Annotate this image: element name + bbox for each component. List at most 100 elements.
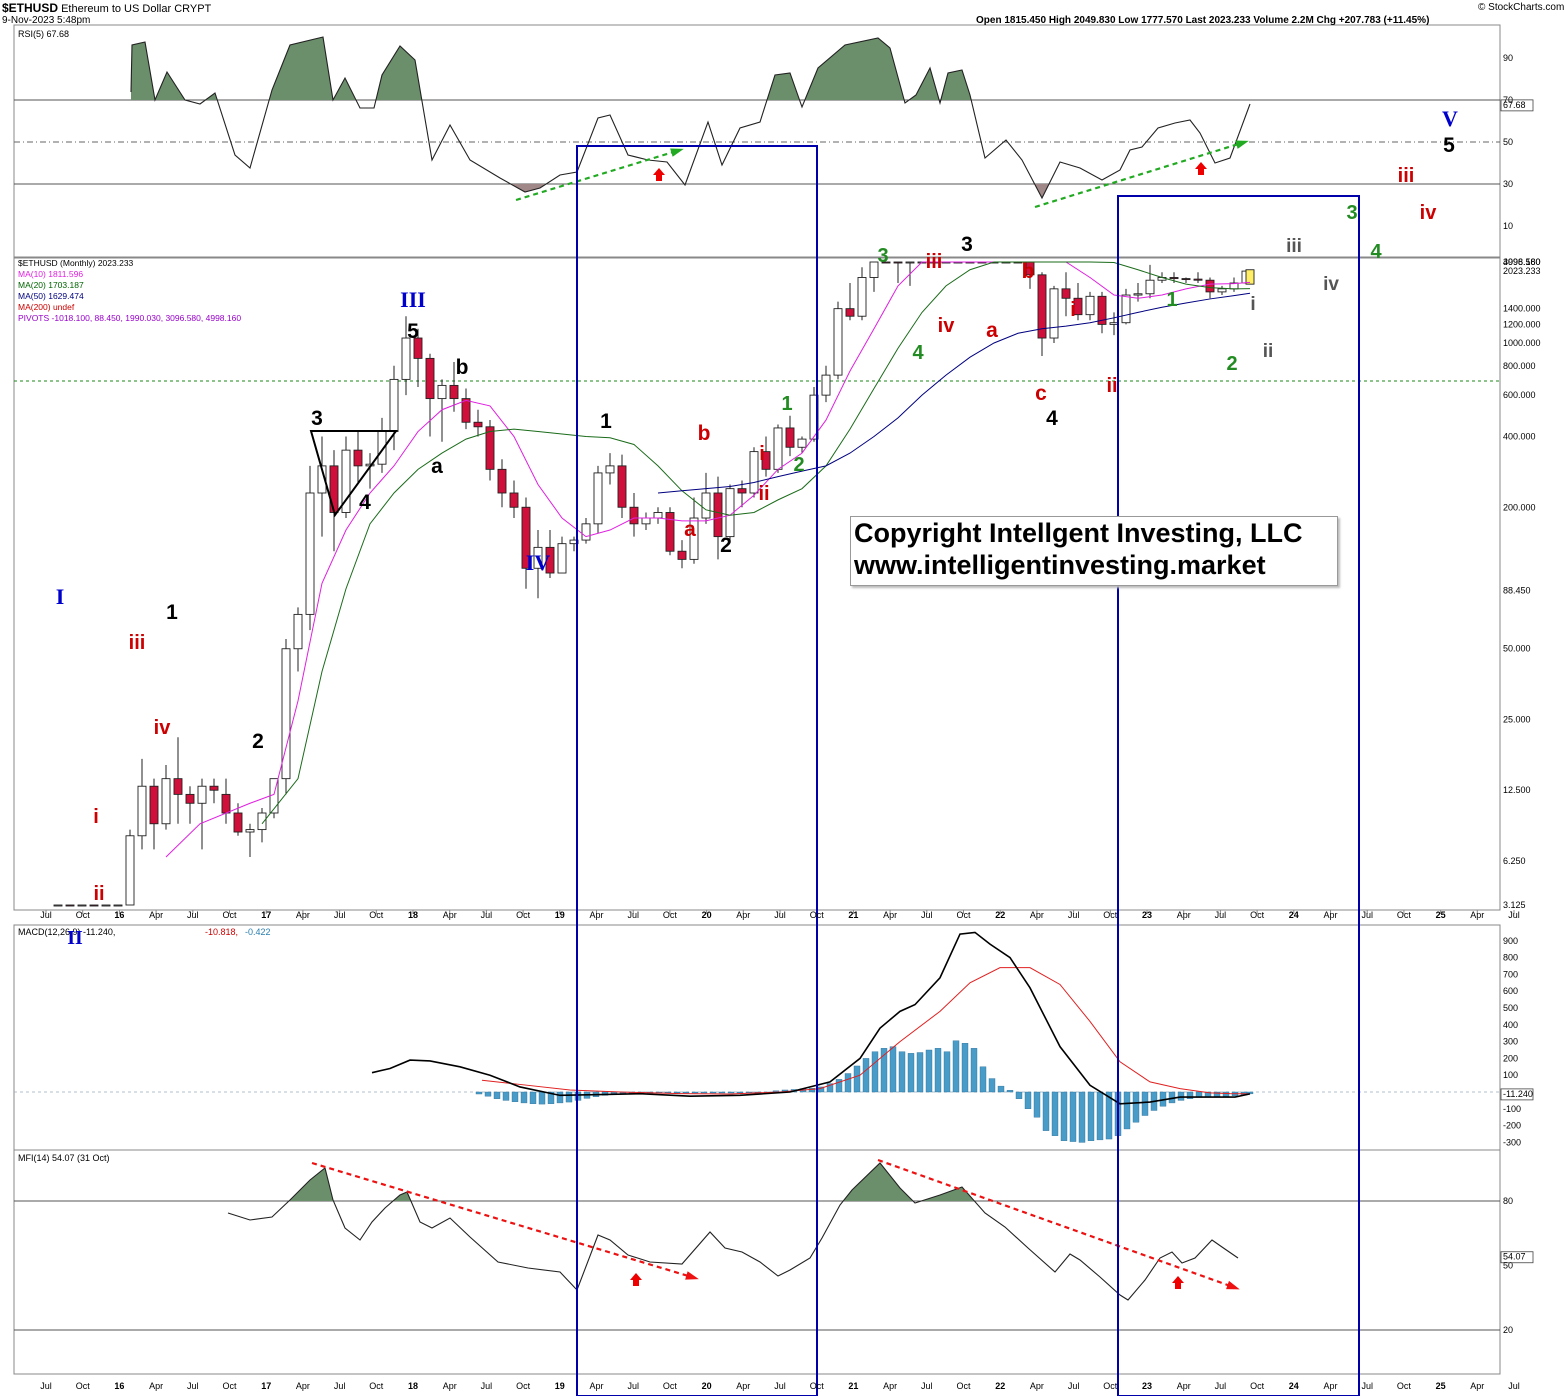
- x-tick-label: Jul: [921, 910, 933, 920]
- macd-bar: [808, 1088, 816, 1093]
- x-tick-label: 18: [408, 910, 418, 920]
- macd-bar: [997, 1085, 1005, 1093]
- candle-body: [221, 793, 231, 814]
- macd-tick-label: 100: [1503, 1070, 1518, 1080]
- price-tick-label: 600.000: [1503, 390, 1536, 400]
- candle-body: [701, 492, 711, 519]
- candle-body: [629, 506, 639, 525]
- macd-tick-label: -300: [1503, 1137, 1521, 1147]
- panel-border-3: [13, 1149, 1501, 1375]
- panel-border-1: [13, 257, 1501, 911]
- candle-body: [881, 261, 891, 264]
- macd-bar: [1015, 1091, 1023, 1099]
- macd-last-value: -11.240: [1503, 1089, 1533, 1099]
- x-tick-label: Apr: [589, 1381, 603, 1391]
- macd-bar: [1105, 1091, 1113, 1140]
- macd-bar: [736, 1091, 744, 1094]
- macd-last-value-box: [1500, 1088, 1534, 1101]
- macd-bar: [1033, 1091, 1041, 1118]
- candle-body: [1193, 278, 1203, 281]
- candle-body: [725, 488, 735, 538]
- wave-label: 2: [1226, 353, 1237, 375]
- macd-tick-label: 900: [1503, 936, 1518, 946]
- macd-bar: [1132, 1091, 1140, 1123]
- macd-bar: [727, 1091, 735, 1094]
- x-tick-label: 25: [1436, 910, 1446, 920]
- wave-label: 3: [961, 233, 973, 256]
- x-tick-label: 20: [702, 1381, 712, 1391]
- price-tick-label: 4998.160: [1503, 257, 1541, 267]
- candle-body: [1145, 279, 1155, 295]
- rsi-fill: [804, 38, 905, 100]
- rsi-tick-label: 50: [1503, 137, 1513, 147]
- x-tick-label: Oct: [1397, 910, 1412, 920]
- rsi-fill: [767, 73, 800, 100]
- candle-body: [689, 517, 699, 560]
- x-tick-label: Apr: [296, 910, 310, 920]
- rsi-fill: [131, 42, 155, 100]
- macd-bar: [484, 1091, 492, 1097]
- candle-body: [137, 785, 147, 837]
- candle-body: [305, 492, 315, 615]
- macd-bar: [520, 1091, 528, 1104]
- wave-label: 5: [1443, 134, 1455, 157]
- wave-label: 4: [359, 491, 371, 514]
- x-tick-label: Apr: [443, 910, 457, 920]
- x-tick-label: Jul: [1068, 910, 1080, 920]
- price-legend-item: MA(10) 1811.596: [18, 269, 83, 279]
- x-tick-label: Oct: [222, 1381, 237, 1391]
- wave-label: iii: [129, 632, 146, 654]
- wave-label: 2: [793, 454, 804, 476]
- candle-body: [209, 785, 219, 791]
- macd-bar: [682, 1091, 690, 1094]
- candle-body: [1217, 288, 1227, 293]
- candle-body: [869, 261, 879, 278]
- macd-legend: MACD(12,26,9) -11.240,: [18, 927, 115, 937]
- x-tick-label: Jul: [40, 1381, 52, 1391]
- x-tick-label: Jul: [774, 910, 786, 920]
- x-tick-label: Oct: [1250, 910, 1265, 920]
- x-tick-label: Oct: [516, 1381, 531, 1391]
- chart-date: 9-Nov-2023 5:48pm: [2, 15, 91, 26]
- wave-label: i: [1250, 294, 1255, 315]
- candle-body: [77, 904, 87, 907]
- candle-body: [401, 337, 411, 380]
- candle-body: [449, 384, 459, 400]
- macd-bar: [673, 1091, 681, 1094]
- x-tick-label: Apr: [1030, 1381, 1044, 1391]
- candle-body: [1073, 297, 1083, 316]
- rsi-fill: [155, 72, 185, 100]
- candle-body: [617, 465, 627, 508]
- macd-bar: [907, 1053, 915, 1093]
- x-tick-label: Oct: [1397, 1381, 1412, 1391]
- wave-label: iv: [1323, 274, 1339, 295]
- x-tick-label: 24: [1289, 910, 1299, 920]
- macd-bar: [547, 1091, 555, 1104]
- rsi-trendline: [1034, 140, 1246, 209]
- red-up-arrow: [653, 168, 665, 181]
- panel-border-0: [13, 24, 1501, 258]
- candle-body: [521, 506, 531, 569]
- x-tick-label: 19: [555, 910, 565, 920]
- macd-tick-label: 600: [1503, 986, 1518, 996]
- x-tick-label: Jul: [627, 910, 639, 920]
- candle-body: [1121, 294, 1131, 324]
- candle-body: [857, 277, 867, 317]
- mfi-tick-label: 50: [1503, 1261, 1513, 1271]
- x-tick-label: Oct: [956, 1381, 971, 1391]
- time-box: [1117, 195, 1360, 1396]
- wave-label: a: [431, 455, 443, 478]
- candle-body: [425, 357, 435, 400]
- wave-label: 1: [600, 410, 612, 433]
- x-tick-label: Oct: [76, 910, 91, 920]
- macd-bar: [934, 1048, 942, 1093]
- x-tick-label: Jul: [1068, 1381, 1080, 1391]
- x-tick-label: Apr: [443, 1381, 457, 1391]
- x-tick-label: Jul: [40, 910, 52, 920]
- x-tick-label: Oct: [222, 910, 237, 920]
- macd-histogram: [475, 1040, 1254, 1143]
- candle-body: [185, 793, 195, 804]
- candle-body: [53, 904, 63, 907]
- price-tick-label: 88.450: [1503, 586, 1531, 596]
